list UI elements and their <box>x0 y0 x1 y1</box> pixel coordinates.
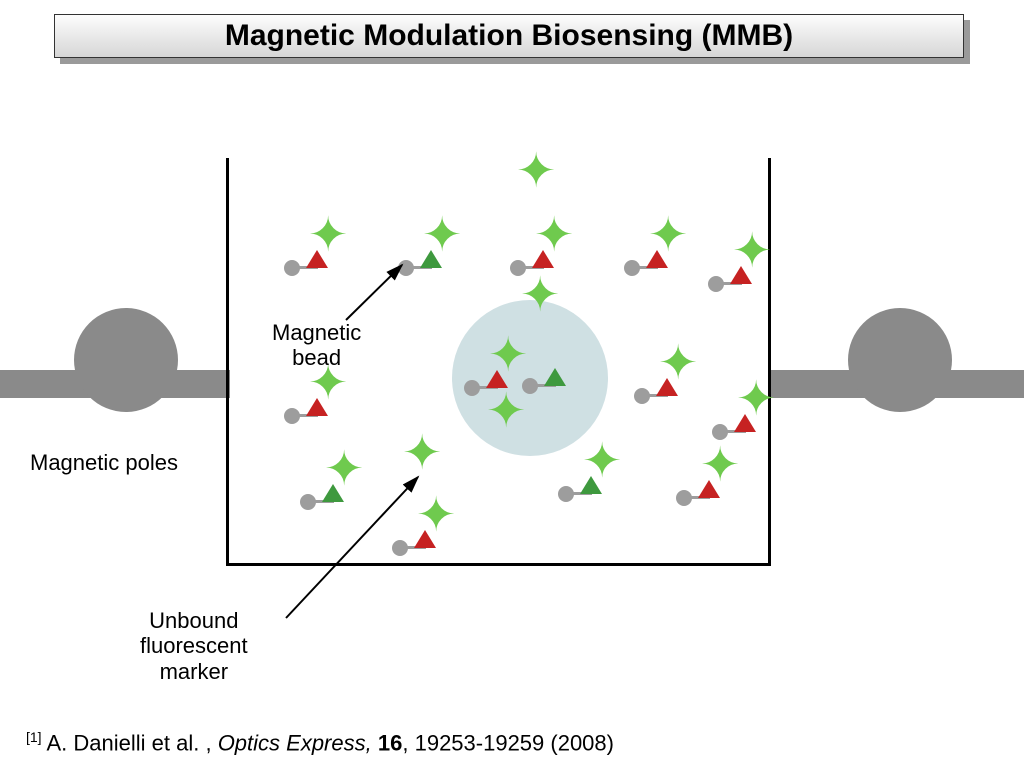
citation: [1] A. Danielli et al. , Optics Express,… <box>26 729 614 756</box>
citation-pages: 19253-19259 (2008) <box>415 730 614 755</box>
arrow <box>346 265 402 320</box>
annotation-arrows <box>0 0 1024 768</box>
citation-ref: [1] <box>26 729 42 745</box>
citation-authors: A. Danielli et al. , <box>46 730 211 755</box>
citation-volume: 16 <box>378 730 402 755</box>
arrow <box>286 477 418 618</box>
diagram-stage: ✦✦✦✦✦✦✦✦✦✦✦✦✦✦✦✦✦MagneticbeadMagnetic po… <box>0 0 1024 768</box>
citation-journal: Optics Express, <box>218 730 372 755</box>
